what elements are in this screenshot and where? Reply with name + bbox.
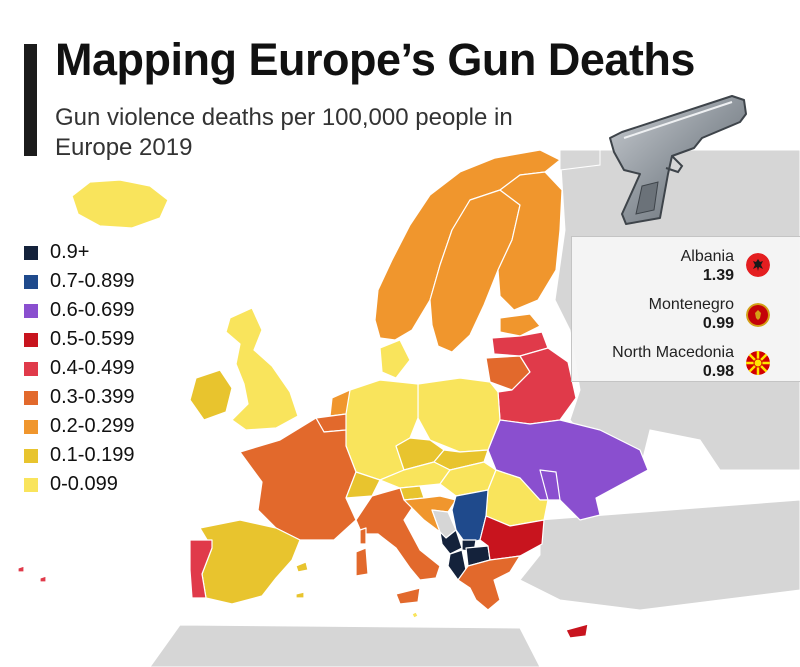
legend-swatch (24, 274, 38, 289)
legend-label: 0.7-0.899 (50, 270, 135, 292)
legend-item: 0-0.099 (24, 470, 135, 499)
albania-flag-icon (746, 253, 770, 277)
legend-swatch (24, 390, 38, 405)
legend-item: 0.2-0.299 (24, 412, 135, 441)
callout-montenegro: Montenegro 0.99 (649, 295, 734, 333)
callout-country-name: Albania (680, 248, 734, 265)
country-malta (411, 611, 419, 619)
legend-label: 0.5-0.599 (50, 328, 135, 350)
legend-swatch (24, 245, 38, 260)
callout-country-value: 0.98 (702, 363, 734, 380)
country-portugal (189, 539, 213, 599)
country-portugal-azores-2 (39, 575, 47, 583)
callout-country-name: Montenegro (648, 296, 734, 313)
callout-albania: Albania 1.39 (681, 247, 734, 285)
legend-swatch (24, 361, 38, 376)
pistol-icon (609, 95, 747, 225)
legend-label: 0.1-0.199 (50, 444, 135, 466)
legend-item: 0.7-0.899 (24, 267, 135, 296)
country-france-corsica (359, 527, 367, 545)
legend-item: 0.5-0.599 (24, 325, 135, 354)
country-greece (457, 555, 521, 611)
country-switzerland (345, 471, 381, 499)
legend-label: 0.4-0.499 (50, 357, 135, 379)
countries (17, 149, 649, 639)
legend-item: 0.9+ (24, 238, 135, 267)
montenegro-flag-icon (746, 303, 770, 327)
country-moldova (539, 469, 561, 501)
turkey-land (519, 499, 800, 611)
legend-swatch (24, 303, 38, 318)
page-title: Mapping Europe’s Gun Deaths (55, 34, 695, 85)
north-africa-land (149, 624, 541, 667)
legend-label: 0-0.099 (50, 473, 118, 495)
map-legend: 0.9+ 0.7-0.899 0.6-0.699 0.5-0.599 0.4-0… (24, 238, 135, 499)
page-subtitle: Gun violence deaths per 100,000 people i… (55, 104, 513, 161)
legend-item: 0.6-0.699 (24, 296, 135, 325)
country-denmark (379, 339, 411, 379)
callout-north-macedonia: North Macedonia 0.98 (612, 343, 734, 381)
country-italy (355, 487, 441, 581)
country-uk (225, 307, 299, 431)
legend-item: 0.4-0.499 (24, 354, 135, 383)
legend-label: 0.3-0.399 (50, 386, 135, 408)
country-france (239, 417, 357, 541)
callout-country-value: 1.39 (702, 267, 734, 284)
country-iceland (71, 179, 169, 229)
country-portugal-azores (17, 565, 25, 573)
north-macedonia-flag-icon (746, 351, 770, 375)
legend-item: 0.3-0.399 (24, 383, 135, 412)
callout-country-name: North Macedonia (612, 344, 734, 361)
legend-label: 0.2-0.299 (50, 415, 135, 437)
country-ireland (189, 369, 233, 421)
legend-label: 0.6-0.699 (50, 299, 135, 321)
top-countries-callout: Albania 1.39 Montenegro 0.99 North Maced… (571, 236, 800, 382)
country-italy-sicily (395, 587, 421, 605)
country-spain-balearic (295, 561, 309, 573)
country-italy-sardinia (355, 547, 369, 577)
legend-swatch (24, 419, 38, 434)
country-cyprus (565, 623, 589, 639)
title-accent-bar (24, 44, 37, 156)
north-atlantic-land (559, 149, 601, 171)
legend-swatch (24, 448, 38, 463)
callout-country-value: 0.99 (702, 315, 734, 332)
legend-swatch (24, 332, 38, 347)
country-spain-canary (295, 591, 305, 599)
country-poland (417, 377, 501, 453)
country-estonia (499, 313, 541, 337)
legend-swatch (24, 477, 38, 492)
country-finland (497, 171, 563, 311)
legend-label: 0.9+ (50, 241, 90, 263)
legend-item: 0.1-0.199 (24, 441, 135, 470)
country-spain (199, 519, 301, 605)
